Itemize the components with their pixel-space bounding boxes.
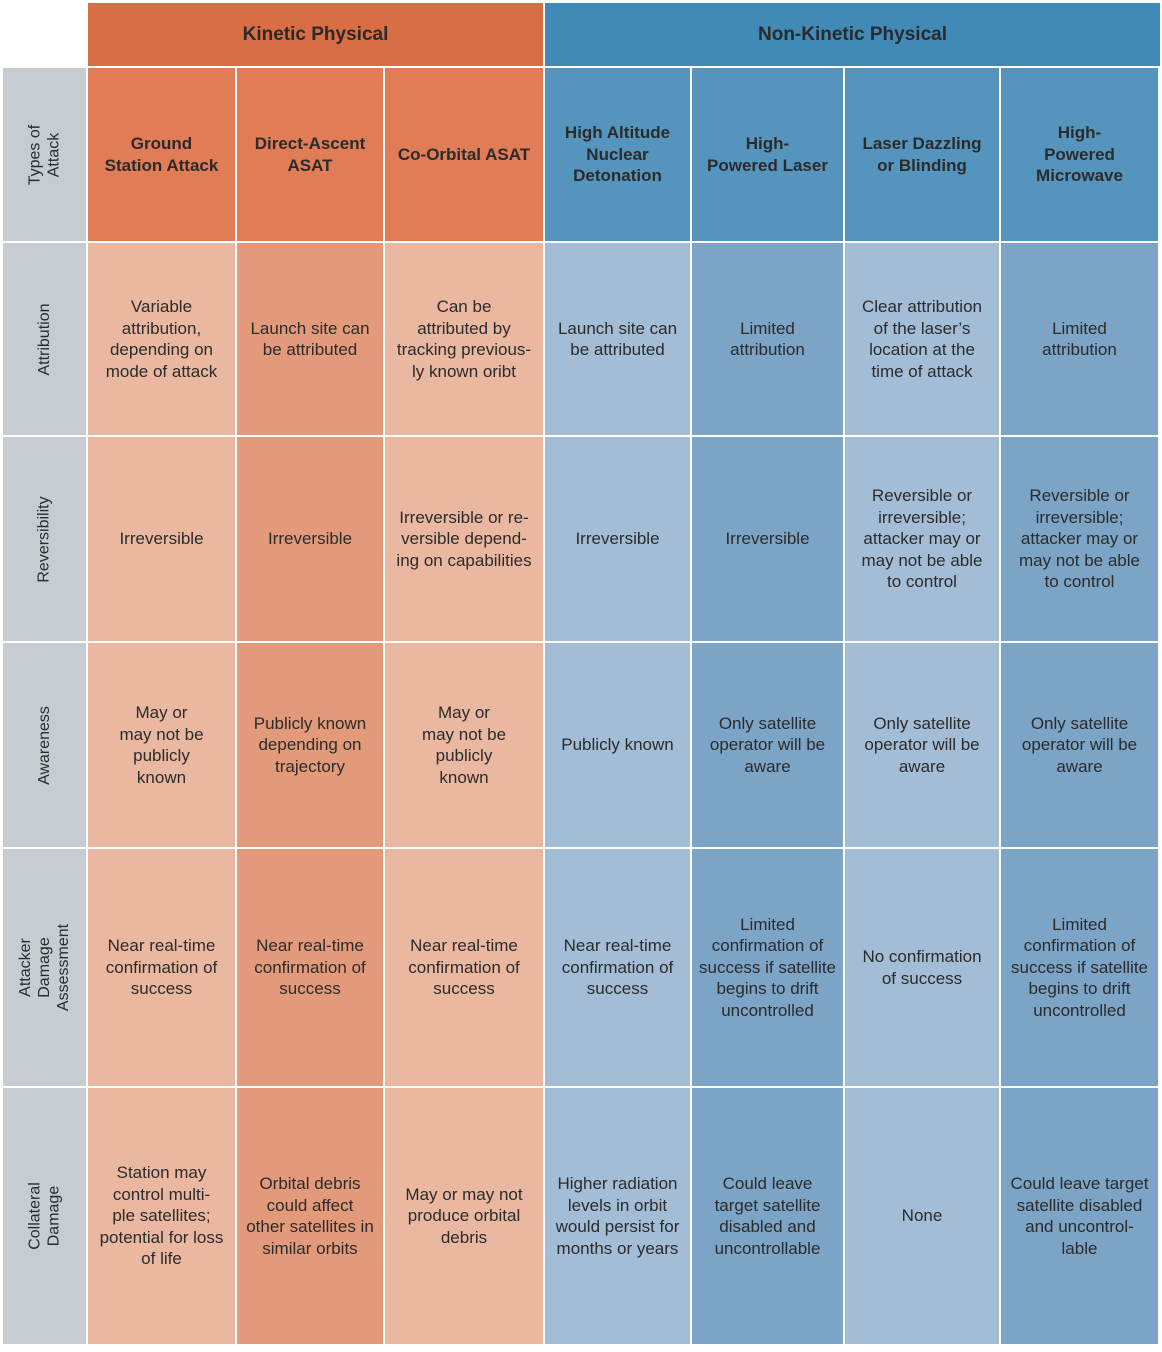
table-cell: Publicly known: [545, 643, 690, 847]
row-label-types-of-attack-text: Types of Attack: [26, 124, 63, 185]
table-cell: Orbital debris could affect other satell…: [237, 1088, 383, 1344]
table-cell: Reversible or irreversible; attacker may…: [1001, 437, 1158, 641]
table-cell: Higher radiation levels in orbit would p…: [545, 1088, 690, 1344]
row-label-0-text: Attribution: [36, 302, 53, 376]
table-cell: Near real-time confirmation of success: [88, 849, 235, 1086]
table-cell: May or may not be publicly known: [385, 643, 543, 847]
table-cell: May or may not be publicly known: [88, 643, 235, 847]
table-cell: None: [845, 1088, 999, 1344]
table-cell: May or may not produce orbital debris: [385, 1088, 543, 1344]
group-header-kinetic: Kinetic Physical: [88, 3, 543, 66]
row-label-0: Attribution: [3, 243, 86, 435]
column-header-3: High Altitude Nuclear Detonation: [545, 68, 690, 241]
table-cell: Limited confirmation of success if satel…: [1001, 849, 1158, 1086]
table-cell: Near real-time confirmation of success: [545, 849, 690, 1086]
table-cell: Irreversible: [237, 437, 383, 641]
table-cell: Only satellite operator will be aware: [692, 643, 843, 847]
row-label-4-text: Collateral Damage: [26, 1182, 63, 1250]
table-cell: Clear attribution of the laser’s locatio…: [845, 243, 999, 435]
table-cell: Limited attribution: [692, 243, 843, 435]
row-label-3: Attacker Damage Assessment: [3, 849, 86, 1086]
table-cell: Launch site can be attributed: [237, 243, 383, 435]
table-cell: Irreversible: [88, 437, 235, 641]
row-label-1: Reversibility: [3, 437, 86, 641]
table-cell: Only satellite operator will be aware: [845, 643, 999, 847]
table-cell: Irreversible or re- versible depend- ing…: [385, 437, 543, 641]
column-header-0: Ground Station Attack: [88, 68, 235, 241]
table-cell: Can be attributed by tracking previous- …: [385, 243, 543, 435]
table-cell: No confirmation of success: [845, 849, 999, 1086]
table-cell: Irreversible: [692, 437, 843, 641]
table-cell: Limited confirmation of success if satel…: [692, 849, 843, 1086]
row-label-4: Collateral Damage: [3, 1088, 86, 1344]
row-label-1-text: Reversibility: [36, 495, 53, 583]
table-cell: Limited attribution: [1001, 243, 1158, 435]
table-cell: Near real-time confirmation of success: [237, 849, 383, 1086]
row-label-3-text: Attacker Damage Assessment: [17, 923, 73, 1012]
table-cell: Near real-time confirmation of success: [385, 849, 543, 1086]
column-header-2: Co-Orbital ASAT: [385, 68, 543, 241]
table-cell: Could leave target satellite disabled an…: [692, 1088, 843, 1344]
table-cell: Station may control multi- ple satellite…: [88, 1088, 235, 1344]
column-header-6: High- Powered Microwave: [1001, 68, 1158, 241]
table-cell: Reversible or irreversible; attacker may…: [845, 437, 999, 641]
column-header-4: High- Powered Laser: [692, 68, 843, 241]
table-cell: Variable attribution, depending on mode …: [88, 243, 235, 435]
table-cell: Irreversible: [545, 437, 690, 641]
group-header-non-kinetic: Non-Kinetic Physical: [545, 3, 1160, 66]
table-cell: Publicly known depending on trajectory: [237, 643, 383, 847]
row-label-types-of-attack: Types of Attack: [3, 68, 86, 241]
column-header-1: Direct-Ascent ASAT: [237, 68, 383, 241]
table-cell: Only satellite operator will be aware: [1001, 643, 1158, 847]
row-label-2: Awareness: [3, 643, 86, 847]
table-cell: Launch site can be attributed: [545, 243, 690, 435]
column-header-5: Laser Dazzling or Blinding: [845, 68, 999, 241]
row-label-2-text: Awareness: [36, 705, 54, 785]
table-cell: Could leave target satellite disabled an…: [1001, 1088, 1158, 1344]
